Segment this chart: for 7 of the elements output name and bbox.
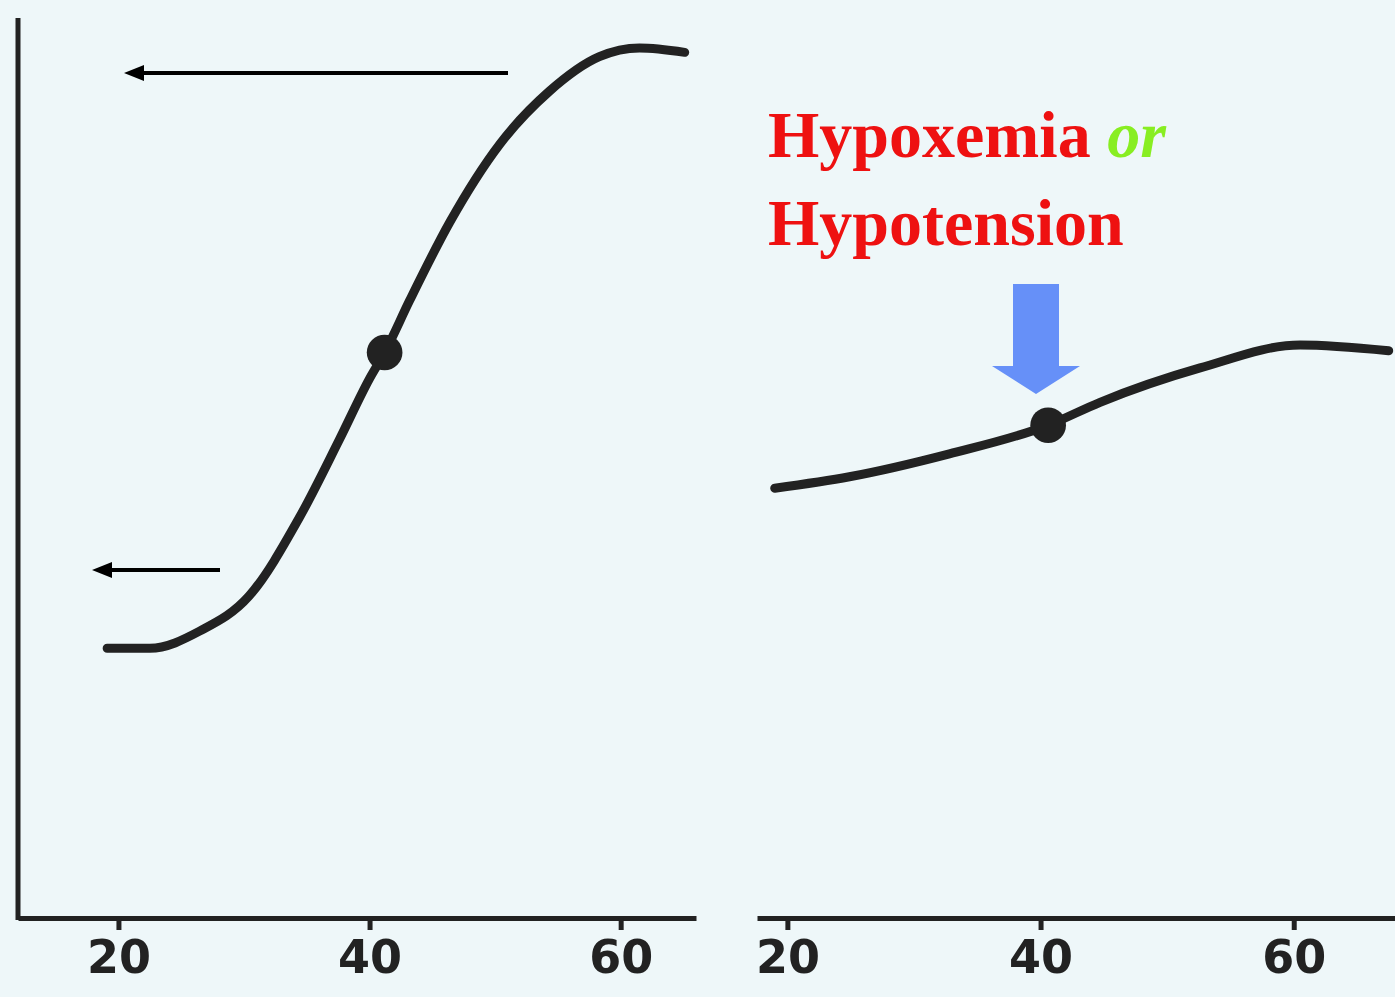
x-tick-label: 60 xyxy=(589,929,654,984)
text: Hypoxemia or Hypotension xyxy=(768,98,1168,259)
x-tick-label: 40 xyxy=(338,929,403,984)
x-tick-label: 20 xyxy=(755,929,820,984)
x-tick-label: 20 xyxy=(86,929,151,984)
x-tick-label: 60 xyxy=(1262,929,1327,984)
x-tick-label: 40 xyxy=(1009,929,1074,984)
